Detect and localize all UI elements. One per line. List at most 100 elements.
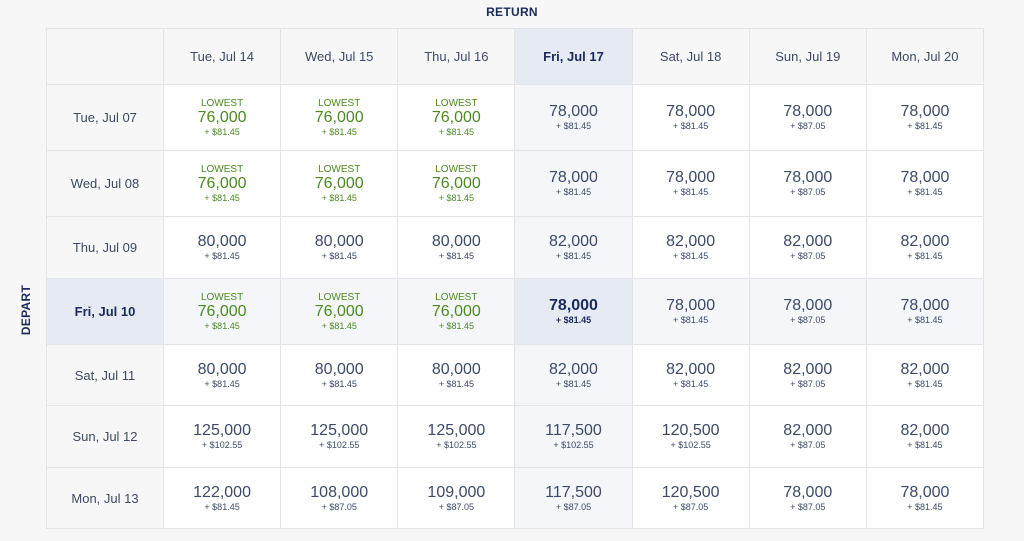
fare-cell[interactable]: 125,000 + $102.55 xyxy=(280,405,399,468)
lowest-badge: LOWEST xyxy=(200,163,244,175)
depart-date-header[interactable]: Thu, Jul 09 xyxy=(46,216,164,279)
fare-cell[interactable]: 82,000 + $87.05 xyxy=(748,405,867,468)
fare-taxes: + $87.05 xyxy=(790,187,826,197)
fare-points: 78,000 xyxy=(549,103,598,120)
lowest-badge: LOWEST xyxy=(318,97,361,109)
fare-cell[interactable]: 125,000 + $102.55 xyxy=(397,405,516,468)
lowest-badge: LOWEST xyxy=(435,291,478,303)
fare-cell[interactable]: 82,000 + $81.45 xyxy=(514,344,633,406)
fare-points: 76,000 xyxy=(314,302,364,320)
fare-points: 78,000 xyxy=(666,103,716,120)
depart-date-header[interactable]: Fri, Jul 10 xyxy=(46,278,164,345)
fare-cell[interactable]: 78,000 + $81.45 xyxy=(514,84,633,151)
fare-taxes: + $81.45 xyxy=(438,251,474,261)
fare-cell[interactable]: 82,000 + $81.45 xyxy=(514,216,633,279)
depart-row: Tue, Jul 07 LOWEST 76,000 + $81.45 LOWEST 76,… xyxy=(46,84,985,151)
return-date-header[interactable]: Thu, Jul 16 xyxy=(397,28,516,85)
return-date-header[interactable]: Sat, Jul 18 xyxy=(631,28,750,85)
fare-taxes: + $81.45 xyxy=(204,126,240,137)
fare-cell[interactable]: 117,500 + $87.05 xyxy=(514,467,633,529)
fare-cell[interactable]: 80,000 + $81.45 xyxy=(397,344,516,406)
fare-cell[interactable]: LOWEST 76,000 + $81.45 xyxy=(397,84,516,151)
fare-taxes: + $102.55 xyxy=(553,440,594,450)
fare-cell[interactable]: 80,000 + $81.45 xyxy=(280,216,399,279)
fare-cell[interactable]: 82,000 + $81.45 xyxy=(631,216,750,279)
fare-taxes: + $87.05 xyxy=(438,501,474,512)
fare-points: 78,000 xyxy=(900,103,950,120)
fare-points: 125,000 xyxy=(427,422,486,439)
fare-cell[interactable]: 82,000 + $87.05 xyxy=(748,344,867,406)
fare-points: 82,000 xyxy=(783,422,833,439)
fare-cell[interactable]: 78,000 + $81.45 xyxy=(514,278,633,345)
fare-cell[interactable]: LOWEST 76,000 + $81.45 xyxy=(397,150,516,217)
fare-cell[interactable]: LOWEST 76,000 + $81.45 xyxy=(280,278,399,345)
fare-taxes: + $81.45 xyxy=(672,378,709,389)
fare-points: 108,000 xyxy=(310,483,369,501)
fare-points: 80,000 xyxy=(314,233,364,250)
fare-cell[interactable]: LOWEST 76,000 + $81.45 xyxy=(162,84,282,151)
fare-cell[interactable]: 122,000 + $81.45 xyxy=(162,467,282,529)
fare-points: 117,500 xyxy=(545,483,602,501)
fare-cell[interactable]: 78,000 + $87.05 xyxy=(748,467,867,529)
fare-points: 78,000 xyxy=(900,169,950,186)
fare-points: 125,000 xyxy=(193,422,251,439)
fare-points: 78,000 xyxy=(783,103,833,120)
fare-cell[interactable]: LOWEST 76,000 + $81.45 xyxy=(397,278,516,345)
fare-taxes: + $81.45 xyxy=(438,192,474,203)
fare-taxes: + $81.45 xyxy=(907,440,943,450)
fare-points: 80,000 xyxy=(314,360,364,378)
fare-cell[interactable]: 80,000 + $81.45 xyxy=(280,344,399,406)
fare-points: 82,000 xyxy=(549,360,598,378)
depart-date-header[interactable]: Wed, Jul 08 xyxy=(46,150,164,217)
fare-cell[interactable]: 78,000 + $81.45 xyxy=(865,467,985,529)
fare-cell[interactable]: 109,000 + $87.05 xyxy=(397,467,516,529)
fare-cell[interactable]: 78,000 + $81.45 xyxy=(631,150,750,217)
fare-cell[interactable]: 78,000 + $81.45 xyxy=(865,278,985,345)
fare-cell[interactable]: LOWEST 76,000 + $81.45 xyxy=(162,150,282,217)
fare-cell[interactable]: 120,500 + $102.55 xyxy=(631,405,750,468)
fare-cell[interactable]: LOWEST 76,000 + $81.45 xyxy=(280,150,399,217)
fare-cell[interactable]: 80,000 + $81.45 xyxy=(162,216,282,279)
fare-taxes: + $81.45 xyxy=(555,187,592,197)
fare-cell[interactable]: 82,000 + $81.45 xyxy=(865,216,985,279)
fare-cell[interactable]: 82,000 + $81.45 xyxy=(631,344,750,406)
fare-cell[interactable]: 78,000 + $81.45 xyxy=(631,278,750,345)
fare-taxes: + $81.45 xyxy=(204,192,240,203)
depart-date-header[interactable]: Mon, Jul 13 xyxy=(46,467,164,529)
return-date-header[interactable]: Fri, Jul 17 xyxy=(514,28,633,85)
fare-cell[interactable]: LOWEST 76,000 + $81.45 xyxy=(280,84,399,151)
fare-taxes: + $81.45 xyxy=(672,187,709,197)
fare-cell[interactable]: 78,000 + $81.45 xyxy=(514,150,633,217)
return-date-header[interactable]: Wed, Jul 15 xyxy=(280,28,399,85)
fare-taxes: + $81.45 xyxy=(672,315,709,325)
fare-cell[interactable]: 80,000 + $81.45 xyxy=(162,344,282,406)
return-date-header[interactable]: Mon, Jul 20 xyxy=(865,28,985,85)
fare-cell[interactable]: LOWEST 76,000 + $81.45 xyxy=(162,278,282,345)
fare-taxes: + $81.45 xyxy=(321,378,357,389)
fare-cell[interactable]: 80,000 + $81.45 xyxy=(397,216,516,279)
fare-taxes: + $81.45 xyxy=(321,251,357,261)
fare-cell[interactable]: 78,000 + $81.45 xyxy=(865,150,985,217)
fare-cell[interactable]: 108,000 + $87.05 xyxy=(280,467,399,529)
fare-cell[interactable]: 82,000 + $81.45 xyxy=(865,405,985,468)
fare-cell[interactable]: 78,000 + $81.45 xyxy=(865,84,985,151)
lowest-badge: LOWEST xyxy=(200,291,244,303)
fare-cell[interactable]: 78,000 + $87.05 xyxy=(748,84,867,151)
fare-cell[interactable]: 120,500 + $87.05 xyxy=(631,467,750,529)
fare-points: 122,000 xyxy=(193,483,251,501)
fare-cell[interactable]: 125,000 + $102.55 xyxy=(162,405,282,468)
depart-date-header[interactable]: Sun, Jul 12 xyxy=(46,405,164,468)
fare-taxes: + $81.45 xyxy=(438,378,474,389)
return-date-header[interactable]: Tue, Jul 14 xyxy=(162,28,282,85)
fare-cell[interactable]: 78,000 + $87.05 xyxy=(748,150,867,217)
return-date-header[interactable]: Sun, Jul 19 xyxy=(748,28,867,85)
depart-date-header[interactable]: Sat, Jul 11 xyxy=(46,344,164,406)
fare-cell[interactable]: 82,000 + $81.45 xyxy=(865,344,985,406)
fare-taxes: + $87.05 xyxy=(555,501,592,512)
fare-cell[interactable]: 117,500 + $102.55 xyxy=(514,405,633,468)
fare-cell[interactable]: 78,000 + $81.45 xyxy=(631,84,750,151)
depart-date-header[interactable]: Tue, Jul 07 xyxy=(46,84,164,151)
fare-cell[interactable]: 78,000 + $87.05 xyxy=(748,278,867,345)
fare-taxes: + $87.05 xyxy=(790,440,826,450)
fare-cell[interactable]: 82,000 + $87.05 xyxy=(748,216,867,279)
